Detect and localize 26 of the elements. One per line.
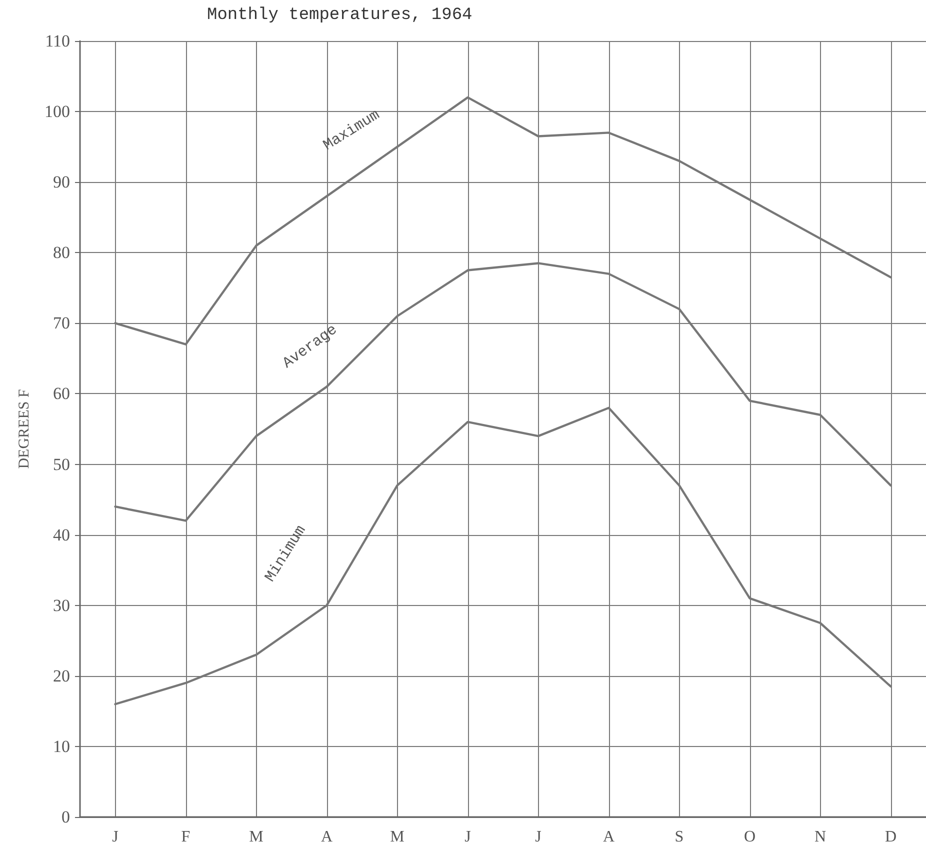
x-tick-label: A xyxy=(320,828,333,846)
y-tick-label: 20 xyxy=(53,666,70,686)
x-tick-label: J xyxy=(535,828,542,846)
x-tick-label: M xyxy=(249,828,264,846)
y-tick-label: 70 xyxy=(53,314,70,333)
y-tick-label: 10 xyxy=(53,736,70,756)
x-tick-label: O xyxy=(744,828,756,846)
chart-title: Monthly temperatures, 1964 xyxy=(207,6,472,25)
x-tick-label: J xyxy=(464,828,471,846)
y-tick-label: 40 xyxy=(53,525,70,544)
y-tick-label: 0 xyxy=(62,808,70,826)
y-axis-title: DEGREES F xyxy=(16,389,32,469)
y-tick-label: 30 xyxy=(53,596,70,615)
y-tick-label: 50 xyxy=(53,454,70,474)
y-tick-label: 110 xyxy=(45,32,70,50)
x-tick-label: M xyxy=(390,828,404,846)
x-tick-label: J xyxy=(112,828,118,846)
y-tick-label: 80 xyxy=(53,243,70,262)
x-tick-label: S xyxy=(674,828,684,846)
y-tick-label: 90 xyxy=(53,172,70,192)
x-tick-label: D xyxy=(884,828,897,846)
y-tick-label: 60 xyxy=(53,384,70,404)
x-tick-label: N xyxy=(814,828,826,846)
y-tick-label: 100 xyxy=(44,102,70,122)
x-tick-label: A xyxy=(602,828,615,846)
x-tick-label: F xyxy=(181,828,190,846)
